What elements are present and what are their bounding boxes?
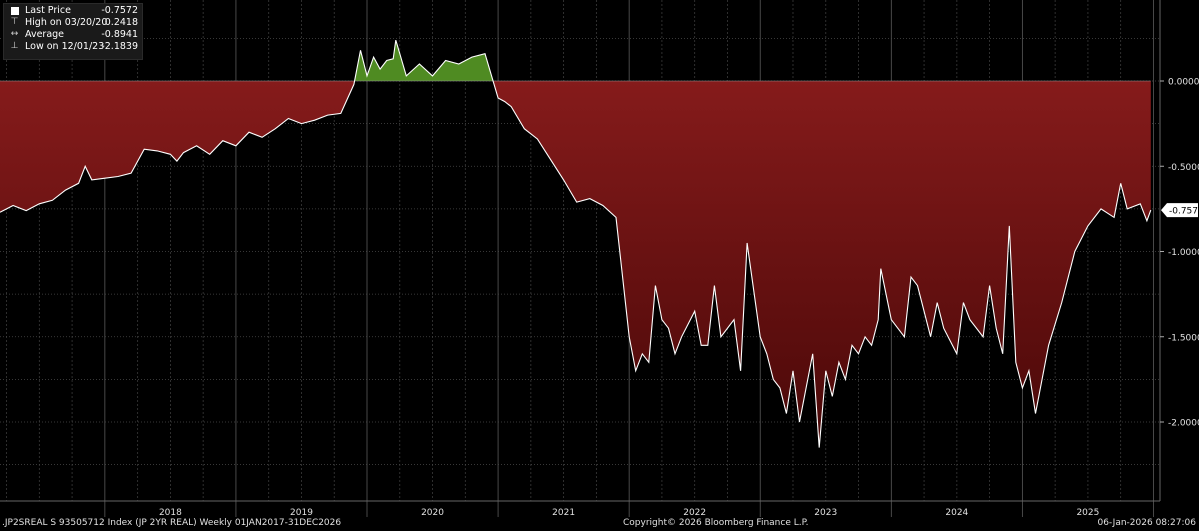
legend-row-last: Last Price -0.7572: [4, 5, 142, 17]
y-tick-label: -2.0000: [1168, 419, 1199, 429]
x-tick-label: 2018: [159, 508, 182, 518]
y-tick-label: -1.5000: [1168, 333, 1199, 343]
high-marker-icon: ⊤: [10, 17, 19, 27]
negative-area: [0, 81, 1151, 448]
x-tick-label: 2022: [683, 508, 706, 518]
x-tick-label: 2023: [814, 508, 837, 518]
x-tick-label: 2020: [421, 508, 444, 518]
legend-average-value: -0.8941: [101, 29, 138, 40]
legend-high-value: 0.2418: [104, 17, 138, 28]
legend-row-average: ↔ Average -0.8941: [4, 29, 142, 41]
y-tick-label: -0.5000: [1168, 163, 1199, 173]
legend-average-label: Average: [25, 29, 65, 40]
y-tick-label: -1.0000: [1168, 248, 1199, 258]
y-axis-ticks: 0.0000 -0.5000 -1.0000 -1.5000 -2.0000: [1160, 78, 1199, 429]
footer-series-description: .JP2SREAL S 93505712 Index (JP 2YR REAL)…: [2, 518, 342, 528]
legend: Last Price -0.7572 ⊤ High on 03/20/20 0.…: [3, 3, 143, 60]
low-marker-icon: ⊥: [10, 41, 19, 51]
last-price-marker: -0.7572: [1161, 203, 1199, 218]
average-marker-icon: ↔: [10, 29, 19, 39]
legend-last-value: -0.7572: [101, 5, 138, 16]
y-tick-label: 0.0000: [1168, 78, 1199, 88]
last-price-label: -0.7572: [1169, 207, 1199, 217]
footer-bar: [0, 517, 1199, 531]
x-tick-label: 2025: [1076, 508, 1099, 518]
footer-copyright: Copyright© 2026 Bloomberg Finance L.P.: [623, 518, 809, 528]
x-tick-label: 2019: [290, 508, 313, 518]
legend-row-low: ⊥ Low on 12/01/23 -2.1839: [4, 41, 142, 53]
square-icon: [11, 7, 19, 15]
price-line: [0, 39, 1152, 448]
legend-last-label: Last Price: [25, 5, 71, 16]
last-price-tag: [1161, 203, 1198, 218]
footer-timestamp: 06-Jan-2026 08:27:06: [1097, 518, 1196, 528]
legend-row-high: ⊤ High on 03/20/20 0.2418: [4, 17, 142, 29]
legend-low-value: -2.1839: [101, 41, 138, 52]
legend-high-label: High on 03/20/20: [25, 17, 108, 28]
x-tick-label: 2021: [552, 508, 575, 518]
x-axis-ticks: 2018 2019 2020 2021 2022 2023 2024 2025: [159, 508, 1099, 518]
legend-low-label: Low on 12/01/23: [25, 41, 105, 52]
x-tick-label: 2024: [945, 508, 968, 518]
